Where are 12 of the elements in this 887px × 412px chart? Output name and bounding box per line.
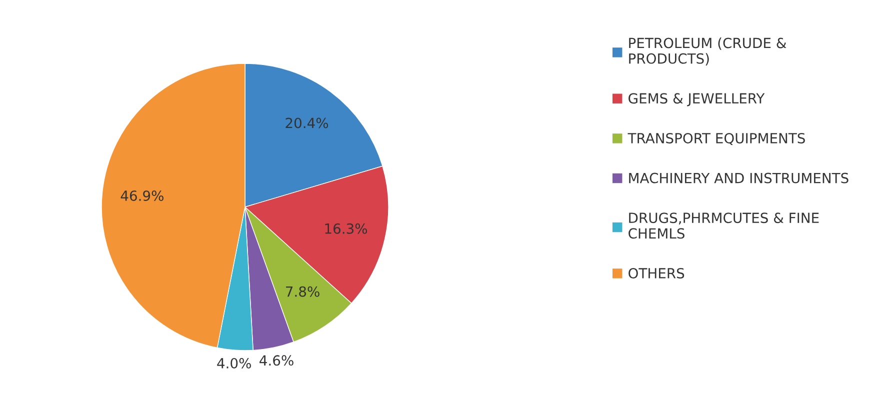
data-label: 20.4% xyxy=(286,118,328,128)
legend-label: PETROLEUM (CRUDE & PRODUCTS) xyxy=(629,38,786,66)
legend-label: TRANSPORT EQUIPMENTS xyxy=(628,132,805,146)
data-label: 4.0% xyxy=(217,358,251,368)
data-label: 16.3% xyxy=(325,223,368,234)
data-label: 46.9% xyxy=(120,190,164,201)
data-label: 7.8% xyxy=(286,286,320,297)
legend-label: MACHINERY AND INSTRUMENTS xyxy=(629,172,848,184)
data-label: 4.6% xyxy=(260,355,294,366)
legend-label: OTHERS xyxy=(628,268,684,279)
legend-label: DRUGS,PHRMCUTES & FINE CHEMLS xyxy=(628,212,819,239)
legend-label: GEMS & JEWELLERY xyxy=(628,93,765,106)
